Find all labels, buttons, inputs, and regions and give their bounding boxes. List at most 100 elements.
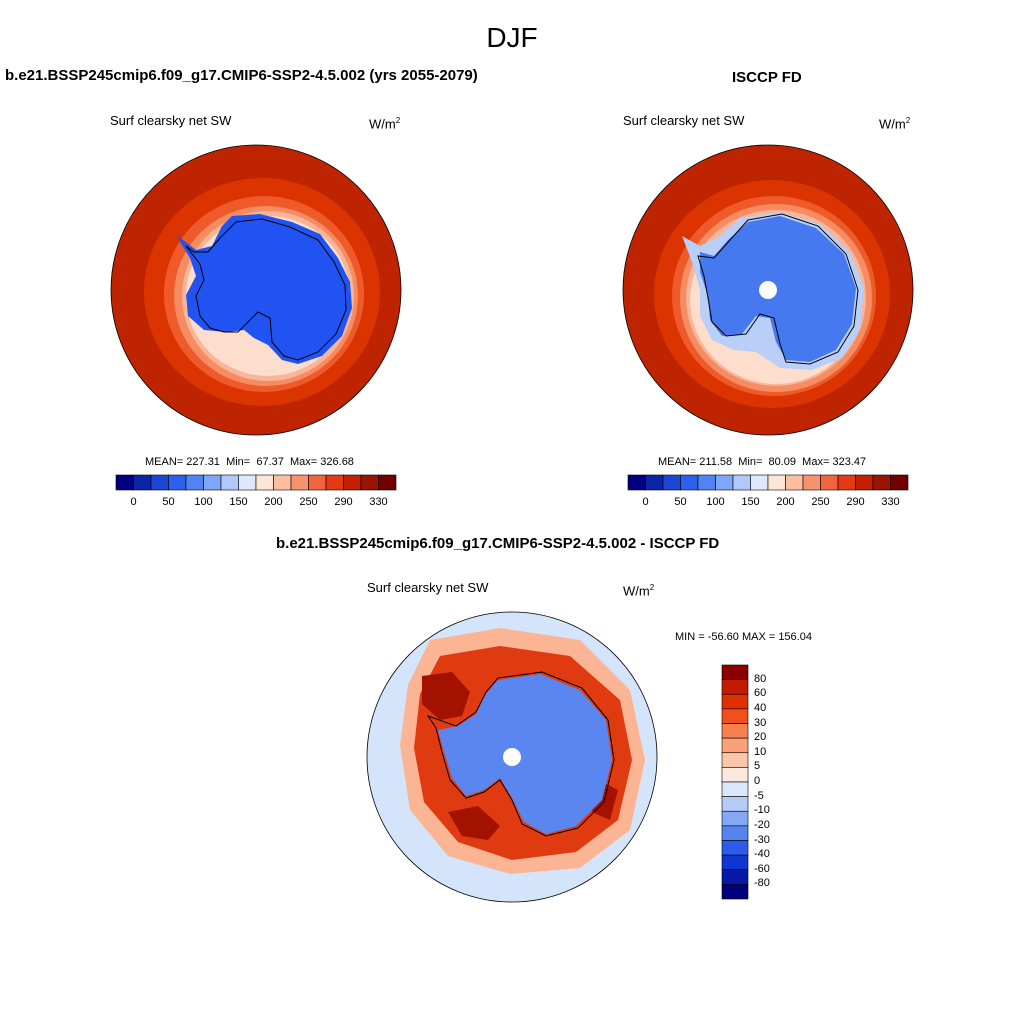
model-colorbar-swatch — [273, 474, 292, 491]
diff-tick-label: 80 — [754, 672, 767, 685]
diff-colorbar-swatch — [721, 869, 749, 885]
model-colorbar-swatch — [150, 474, 169, 491]
obs-map-pole-hole — [759, 281, 777, 299]
obs-tick-label: 330 — [881, 496, 900, 508]
diff-tick-label: -30 — [754, 833, 770, 846]
diff-variable-label: Surf clearsky net SW — [367, 580, 489, 595]
obs-colorbar-swatch — [715, 474, 734, 491]
model-colorbar-swatch — [238, 474, 257, 491]
diff-map-dark-red-west — [422, 672, 470, 720]
diff-tick-label: -20 — [754, 818, 770, 831]
model-tick-label: 0 — [130, 496, 137, 508]
model-colorbar-swatch — [255, 474, 274, 491]
model-panel-title: b.e21.BSSP245cmip6.f09_g17.CMIP6-SSP2-4.… — [5, 67, 478, 84]
diff-colorbar-swatch — [721, 854, 749, 871]
diff-colorbar-swatch — [721, 723, 749, 739]
diff-map-dark-red-south — [448, 806, 500, 840]
diff-colorbar-swatch — [721, 810, 749, 827]
obs-colorbar — [627, 474, 909, 491]
model-colorbar-swatch — [115, 474, 134, 491]
obs-tick-label: 100 — [706, 496, 725, 508]
diff-colorbar-swatch — [721, 737, 749, 754]
obs-map-border — [622, 144, 914, 436]
model-colorbar-swatch — [290, 474, 309, 491]
model-colorbar-swatch — [168, 474, 187, 491]
obs-colorbar-swatch — [855, 474, 874, 491]
model-units: W/m2 — [369, 116, 401, 132]
obs-colorbar-swatch — [767, 474, 786, 491]
diff-tick-label: 30 — [754, 716, 767, 729]
diff-map-border — [366, 611, 658, 903]
obs-colorbar-swatch — [820, 474, 839, 491]
obs-colorbar-swatch — [802, 474, 821, 491]
model-colorbar-swatch — [378, 474, 397, 491]
model-tick-label: 50 — [162, 496, 175, 508]
obs-colorbar-swatch — [785, 474, 804, 491]
diff-colorbar-swatch — [721, 840, 749, 856]
diff-colorbar-swatch — [721, 679, 749, 695]
diff-units: W/m2 — [623, 583, 655, 599]
model-map — [111, 145, 401, 435]
obs-colorbar-swatch — [732, 474, 751, 491]
obs-colorbar-swatch — [890, 474, 909, 491]
obs-tick-label: 250 — [811, 496, 830, 508]
model-colorbar-swatch — [203, 474, 222, 491]
model-tick-label: 250 — [299, 496, 318, 508]
diff-colorbar-swatch — [721, 767, 749, 783]
diff-tick-label: -60 — [754, 862, 770, 875]
obs-colorbar-swatch — [872, 474, 891, 491]
model-colorbar-swatch — [220, 474, 239, 491]
diff-tick-label: 40 — [754, 701, 767, 714]
diff-tick-label: 60 — [754, 687, 767, 700]
obs-units: W/m2 — [879, 116, 911, 132]
obs-map-coastline — [697, 213, 859, 365]
obs-stats: MEAN= 211.58 Min= 80.09 Max= 323.47 — [658, 456, 867, 468]
obs-colorbar-swatch — [697, 474, 716, 491]
obs-colorbar-swatch — [662, 474, 681, 491]
obs-tick-label: 200 — [776, 496, 795, 508]
model-tick-label: 330 — [369, 496, 388, 508]
diff-tick-label: 20 — [754, 731, 767, 744]
diff-map-coastline — [426, 671, 615, 837]
diff-tick-label: 10 — [754, 745, 767, 758]
obs-tick-label: 150 — [741, 496, 760, 508]
obs-map-ice — [700, 216, 856, 362]
model-map-border — [110, 144, 402, 436]
diff-tick-label: -10 — [754, 804, 770, 817]
obs-tick-label: 290 — [846, 496, 865, 508]
diff-map-pole-hole — [503, 748, 521, 766]
obs-map — [623, 145, 913, 435]
model-variable-label: Surf clearsky net SW — [110, 113, 232, 128]
diff-panel-title: b.e21.BSSP245cmip6.f09_g17.CMIP6-SSP2-4.… — [276, 535, 720, 552]
model-colorbar — [115, 474, 397, 491]
diff-colorbar-swatch — [721, 664, 749, 680]
diff-colorbar-swatch — [721, 781, 749, 797]
model-colorbar-swatch — [325, 474, 344, 491]
diff-colorbar — [721, 664, 749, 900]
diff-tick-label: -80 — [754, 877, 770, 890]
diff-colorbar-swatch — [721, 825, 749, 841]
obs-colorbar-swatch — [750, 474, 769, 491]
obs-colorbar-swatch — [645, 474, 664, 491]
obs-colorbar-swatch — [837, 474, 856, 491]
diff-tick-label: -5 — [754, 789, 764, 802]
diff-colorbar-swatch — [721, 884, 749, 900]
model-colorbar-swatch — [308, 474, 327, 491]
model-colorbar-swatch — [360, 474, 379, 491]
model-map-coastline — [185, 218, 347, 361]
diff-colorbar-swatch — [721, 693, 749, 710]
diff-colorbar-swatch — [721, 796, 749, 812]
diff-minmax: MIN = -56.60 MAX = 156.04 — [675, 631, 812, 643]
model-tick-label: 200 — [264, 496, 283, 508]
diff-colorbar-swatch — [721, 708, 749, 724]
model-colorbar-swatch — [343, 474, 362, 491]
diff-tick-label: 0 — [754, 775, 761, 787]
obs-colorbar-swatch — [680, 474, 699, 491]
diff-colorbar-swatch — [721, 752, 749, 768]
diff-map-ice — [438, 674, 612, 834]
model-tick-label: 290 — [334, 496, 353, 508]
figure-title: DJF — [486, 22, 538, 53]
model-colorbar-swatch — [133, 474, 152, 491]
obs-colorbar-swatch — [627, 474, 646, 491]
